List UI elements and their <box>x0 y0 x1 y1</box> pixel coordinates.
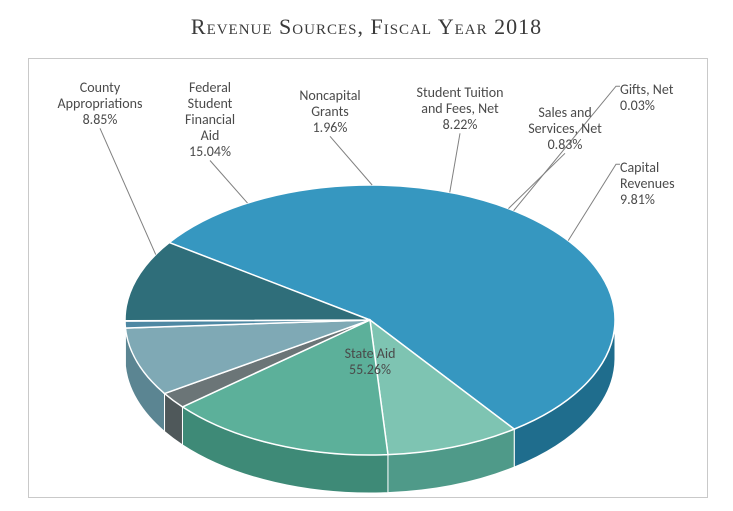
pie-chart <box>0 0 733 511</box>
page: Revenue Sources, Fiscal Year 2018 State … <box>0 0 733 511</box>
slice-label: Federal Student Financial Aid 15.04% <box>185 80 235 160</box>
leader-line <box>508 153 565 208</box>
leader-line <box>450 133 460 192</box>
slice-label: County Appropriations 8.85% <box>58 80 143 128</box>
slice-label: Noncapital Grants 1.96% <box>299 88 360 136</box>
slice-label: Gifts, Net 0.03% <box>620 82 673 114</box>
leader-line <box>330 136 372 185</box>
leader-line <box>100 128 156 254</box>
slice-label: Student Tuition and Fees, Net 8.22% <box>417 85 504 133</box>
slice-label: Sales and Services, Net 0.83% <box>528 105 602 153</box>
leader-line <box>568 164 620 240</box>
slice-label: Capital Revenues 9.81% <box>620 160 675 208</box>
leader-line <box>210 161 248 204</box>
slice-label: State Aid 55.26% <box>345 346 396 378</box>
